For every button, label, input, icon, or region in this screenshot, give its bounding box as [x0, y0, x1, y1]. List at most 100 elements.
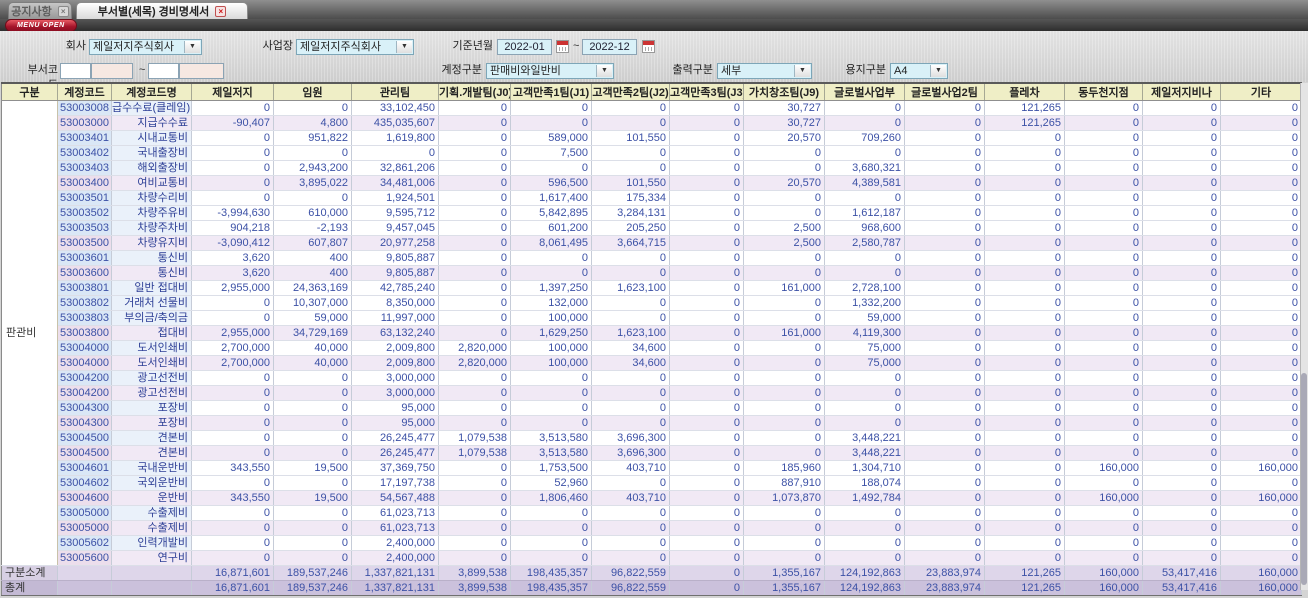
- cell-value: 0: [1142, 175, 1221, 191]
- cell-account-code: 53004200: [57, 385, 112, 401]
- cell-value: 0: [1142, 100, 1221, 116]
- cell-value: 0: [191, 370, 274, 386]
- cell-value: 0: [591, 520, 670, 536]
- cell-value: 0: [824, 250, 905, 266]
- cell-value: 0: [669, 280, 744, 296]
- calendar-icon[interactable]: [642, 40, 655, 53]
- cell-value: 0: [824, 115, 905, 131]
- cell-value: 0: [904, 385, 985, 401]
- account-type-select[interactable]: 판매비와일반비 ▼: [486, 63, 614, 79]
- cell-value: 0: [743, 250, 825, 266]
- dept-code-to-input[interactable]: [148, 63, 179, 79]
- cell-value: 2,700,000: [191, 340, 274, 356]
- tab-close-icon[interactable]: ×: [57, 5, 69, 17]
- cell-value: 0: [743, 400, 825, 416]
- cell-empty: [111, 565, 192, 581]
- dept-name-from-input[interactable]: [91, 63, 133, 79]
- cell-value: 2,400,000: [351, 550, 439, 566]
- cell-account-code: 53004600: [57, 490, 112, 506]
- tab-close-icon-active[interactable]: ×: [215, 5, 227, 17]
- cell-value: 0: [591, 115, 670, 131]
- cell-value: 0: [591, 295, 670, 311]
- cell-value: 33,102,450: [351, 100, 439, 116]
- cell-value: 9,805,887: [351, 250, 439, 266]
- dept-code-label: 부서코드: [27, 64, 58, 91]
- cell-value: 0: [1064, 145, 1143, 161]
- cell-value: 0: [669, 325, 744, 341]
- table-row: 53003601 통신비 3,620 400 9,805,887 0 0 0 0 0 0 0 0 0 0 0: [2, 250, 1302, 266]
- company-select[interactable]: 제일저지주식회사 ▼: [89, 39, 202, 55]
- cell-value: 0: [1142, 280, 1221, 296]
- cell-value: 188,074: [824, 475, 905, 491]
- cell-value: 0: [1064, 550, 1143, 566]
- cell-value: 0: [984, 550, 1065, 566]
- cell-value: 11,997,000: [351, 310, 439, 326]
- cell-account-name: 광고선전비: [111, 370, 192, 386]
- vertical-scrollbar[interactable]: [1300, 83, 1308, 590]
- cell-value: 2,955,000: [191, 325, 274, 341]
- paper-type-select[interactable]: A4 ▼: [890, 63, 948, 79]
- cell-value: 0: [1220, 355, 1302, 371]
- output-type-select[interactable]: 세부 ▼: [717, 63, 812, 79]
- cell-value: 0: [438, 175, 511, 191]
- cell-value: 0: [824, 400, 905, 416]
- cell-value: 3,620: [191, 265, 274, 281]
- period-from-input[interactable]: [497, 39, 552, 55]
- cell-value: 0: [1142, 550, 1221, 566]
- cell-value: 2,728,100: [824, 280, 905, 296]
- cell-account-code: 53003803: [57, 310, 112, 326]
- cell-value: 0: [743, 340, 825, 356]
- cell-value: 3,899,538: [438, 565, 511, 581]
- cell-value: 400: [273, 250, 352, 266]
- cell-value: 1,355,167: [743, 565, 825, 581]
- cell-value: 2,943,200: [273, 160, 352, 176]
- cell-account-name: 국외운반비: [111, 475, 192, 491]
- tab-notice[interactable]: 공지사항 ×: [8, 2, 72, 19]
- column-header: 관리팀: [351, 83, 439, 101]
- cell-value: 0: [904, 370, 985, 386]
- cell-value: 63,132,240: [351, 325, 439, 341]
- cell-value: 0: [1142, 520, 1221, 536]
- site-select[interactable]: 제일저지주식회사 ▼: [296, 39, 414, 55]
- cell-value: 0: [1220, 400, 1302, 416]
- cell-value: 0: [1142, 130, 1221, 146]
- cell-value: 0: [591, 370, 670, 386]
- cell-value: 0: [438, 145, 511, 161]
- cell-value: 0: [1142, 250, 1221, 266]
- cell-value: 0: [1220, 445, 1302, 461]
- cell-value: 0: [591, 535, 670, 551]
- calendar-icon[interactable]: [556, 40, 569, 53]
- cell-value: 0: [1142, 190, 1221, 206]
- tab-expense-report[interactable]: 부서별(세목) 경비명세서 ×: [76, 2, 248, 19]
- chevron-down-icon[interactable]: ▼: [396, 41, 412, 53]
- cell-value: 0: [1064, 340, 1143, 356]
- cell-value: 0: [1220, 310, 1302, 326]
- cell-value: 0: [351, 145, 439, 161]
- cell-value: 0: [1220, 160, 1302, 176]
- chevron-down-icon[interactable]: ▼: [930, 65, 946, 77]
- cell-account-code: 53003802: [57, 295, 112, 311]
- cell-value: 0: [191, 550, 274, 566]
- cell-value: 0: [669, 430, 744, 446]
- cell-value: -3,994,630: [191, 205, 274, 221]
- cell-value: 132,000: [510, 295, 592, 311]
- cell-value: 0: [904, 280, 985, 296]
- period-to-input[interactable]: [582, 39, 637, 55]
- cell-value: 0: [1220, 295, 1302, 311]
- cell-value: 0: [743, 265, 825, 281]
- cell-value: 0: [438, 325, 511, 341]
- chevron-down-icon[interactable]: ▼: [794, 65, 810, 77]
- chevron-down-icon[interactable]: ▼: [596, 65, 612, 77]
- cell-value: 34,481,006: [351, 175, 439, 191]
- cell-value: 0: [191, 295, 274, 311]
- dept-name-to-input[interactable]: [179, 63, 224, 79]
- dept-code-from-input[interactable]: [60, 63, 91, 79]
- cell-value: 2,820,000: [438, 355, 511, 371]
- cell-value: 0: [984, 460, 1065, 476]
- cell-value: 42,785,240: [351, 280, 439, 296]
- chevron-down-icon[interactable]: ▼: [184, 41, 200, 53]
- cell-value: 0: [904, 295, 985, 311]
- cell-value: 0: [1220, 115, 1302, 131]
- cell-value: 9,595,712: [351, 205, 439, 221]
- scrollbar-thumb[interactable]: [1301, 373, 1307, 585]
